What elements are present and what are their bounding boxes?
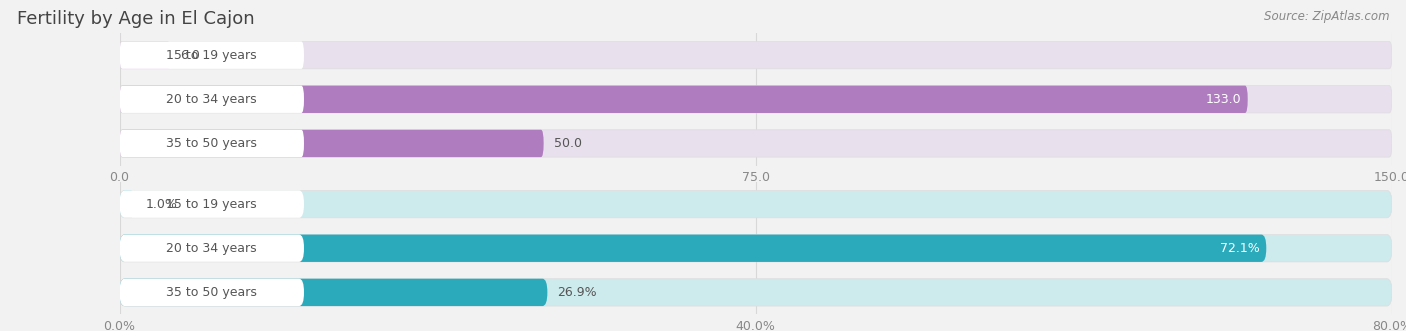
Text: 26.9%: 26.9%	[558, 286, 598, 299]
FancyBboxPatch shape	[120, 235, 1392, 262]
Text: 72.1%: 72.1%	[1220, 242, 1260, 255]
Text: 35 to 50 years: 35 to 50 years	[166, 137, 257, 150]
Text: 15 to 19 years: 15 to 19 years	[166, 49, 257, 62]
FancyBboxPatch shape	[120, 190, 304, 218]
Text: 35 to 50 years: 35 to 50 years	[166, 286, 257, 299]
FancyBboxPatch shape	[120, 130, 304, 157]
FancyBboxPatch shape	[120, 279, 1392, 306]
FancyBboxPatch shape	[120, 235, 1267, 262]
FancyBboxPatch shape	[120, 41, 170, 69]
FancyBboxPatch shape	[120, 279, 304, 306]
FancyBboxPatch shape	[120, 86, 304, 113]
Text: 15 to 19 years: 15 to 19 years	[166, 198, 257, 211]
FancyBboxPatch shape	[120, 86, 1392, 113]
Text: Fertility by Age in El Cajon: Fertility by Age in El Cajon	[17, 10, 254, 28]
Text: 1.0%: 1.0%	[146, 198, 177, 211]
FancyBboxPatch shape	[120, 190, 135, 218]
FancyBboxPatch shape	[120, 130, 544, 157]
Text: 20 to 34 years: 20 to 34 years	[166, 242, 257, 255]
Text: 20 to 34 years: 20 to 34 years	[166, 93, 257, 106]
Text: Source: ZipAtlas.com: Source: ZipAtlas.com	[1264, 10, 1389, 23]
FancyBboxPatch shape	[120, 279, 547, 306]
Text: 6.0: 6.0	[180, 49, 201, 62]
FancyBboxPatch shape	[120, 41, 304, 69]
FancyBboxPatch shape	[120, 235, 304, 262]
Text: 50.0: 50.0	[554, 137, 582, 150]
FancyBboxPatch shape	[120, 41, 1392, 69]
FancyBboxPatch shape	[120, 190, 1392, 218]
Text: 133.0: 133.0	[1206, 93, 1241, 106]
FancyBboxPatch shape	[120, 130, 1392, 157]
FancyBboxPatch shape	[120, 86, 1247, 113]
